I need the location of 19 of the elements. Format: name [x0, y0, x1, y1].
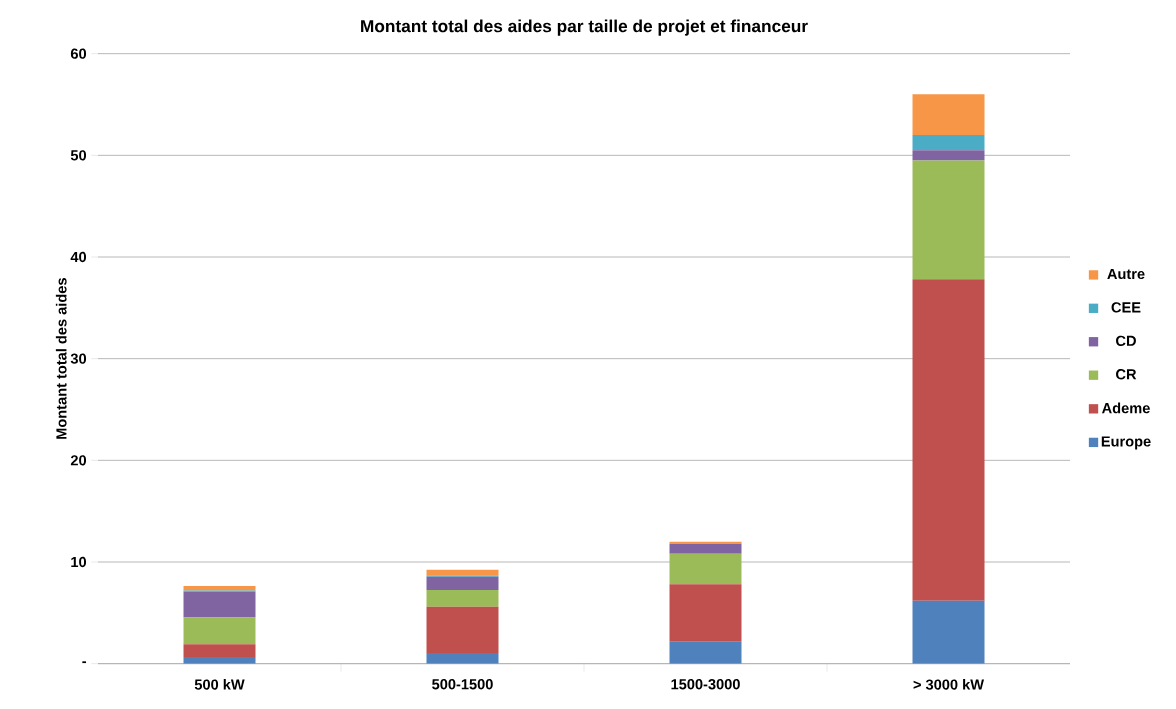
- legend-label: Ademe: [1101, 402, 1150, 414]
- y-tick-label: 20: [70, 455, 87, 466]
- x-tick-label: 500-1500: [432, 679, 493, 690]
- legend-label: Autre: [1107, 268, 1145, 280]
- y-tick-label: 40: [70, 251, 87, 263]
- y-tick-label: 50: [70, 150, 87, 161]
- y-tick-label: 30: [70, 353, 87, 364]
- legend-label: CD: [1116, 335, 1136, 346]
- y-tick-label: -: [82, 661, 87, 664]
- legend-label: CEE: [1111, 302, 1141, 313]
- x-tick-label: 1500-3000: [671, 679, 740, 690]
- y-tick-label: 60: [70, 48, 87, 59]
- y-tick-label: 10: [71, 556, 87, 568]
- x-tick-label: > 3000 kW: [913, 679, 985, 690]
- legend-label: CR: [1116, 369, 1137, 380]
- y-axis-title: Montant total des aides: [55, 278, 67, 439]
- x-tick-label: 500 kW: [194, 679, 245, 690]
- legend-label: Europe: [1101, 436, 1151, 450]
- chart-title: Montant total des aides par taille de projet et financeur: [361, 19, 808, 36]
